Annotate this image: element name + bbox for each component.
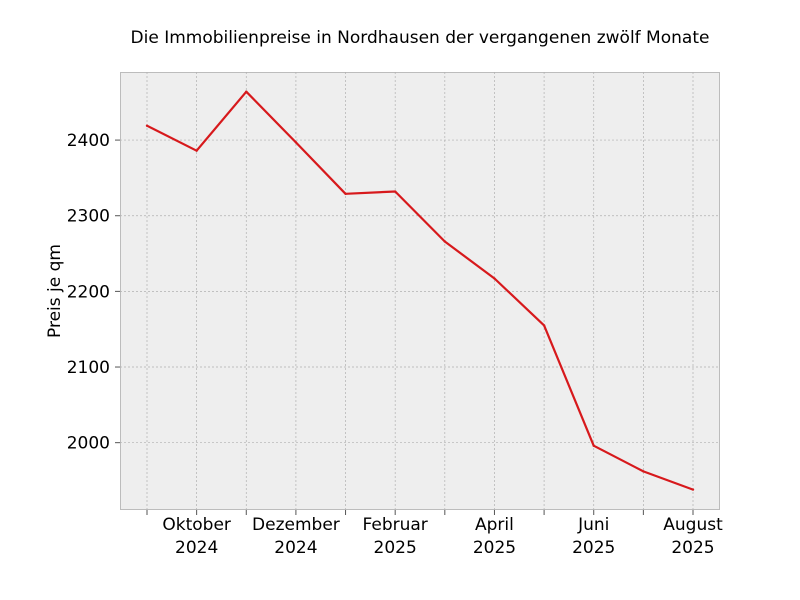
x-tick-label: August 2025 [663, 515, 723, 558]
y-axis-label: Preis je qm [45, 244, 65, 338]
data-point [245, 90, 248, 93]
y-tick-label: 2100 [67, 358, 110, 378]
data-point [145, 124, 149, 127]
x-tick-label: Juni 2025 [572, 515, 615, 558]
plot-area [120, 72, 720, 510]
series-layer [145, 90, 695, 491]
x-tick-label: Februar 2025 [363, 515, 428, 558]
series-line [146, 90, 694, 491]
x-tick-label: Oktober 2024 [162, 515, 231, 558]
tick-labels: 2000 2100 2200 2300 2400 Oktober 2024 Dezember 2… [67, 131, 723, 558]
x-tick-label: Dezember 2024 [252, 515, 340, 558]
x-tick-label: April 2025 [473, 515, 516, 558]
data-point [393, 190, 397, 193]
data-point [493, 277, 496, 280]
data-point [642, 470, 645, 473]
data-point [443, 240, 447, 243]
y-tick-label: 2000 [67, 434, 110, 454]
data-point [691, 488, 695, 491]
data-point [542, 324, 546, 327]
data-point [294, 141, 298, 144]
grid-lines [120, 72, 720, 510]
data-point [195, 149, 198, 152]
data-point [592, 444, 595, 447]
axis-ticks [115, 139, 694, 515]
y-tick-label: 2400 [67, 131, 110, 151]
data-point [344, 192, 347, 195]
chart-title: Die Immobilienpreise in Nordhausen der v… [131, 28, 710, 48]
y-tick-label: 2200 [67, 282, 110, 302]
y-tick-label: 2300 [67, 207, 110, 227]
